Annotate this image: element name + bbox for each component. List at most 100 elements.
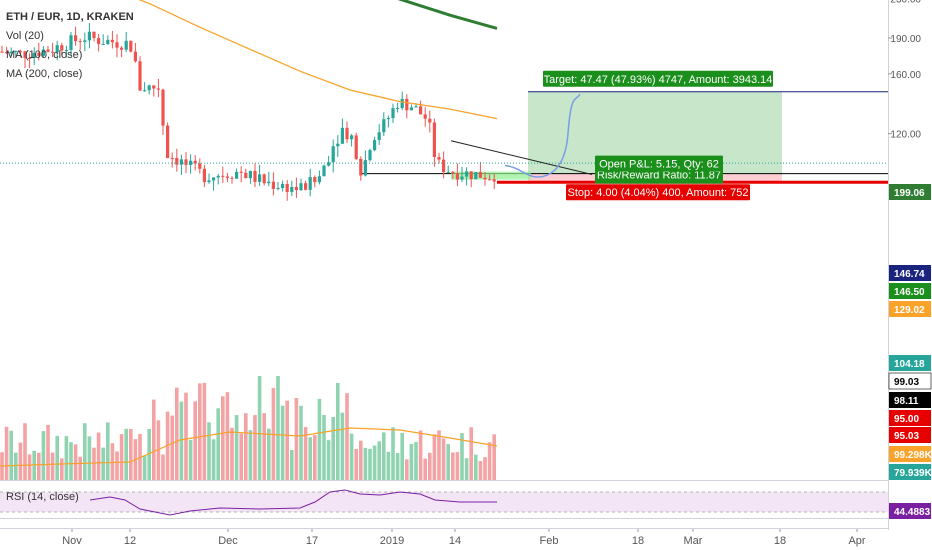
price-axis[interactable]: 400.00350.00310.00270.00230.00190.00160.… <box>888 0 932 519</box>
candle-body <box>350 135 354 140</box>
rr-label-text: Risk/Reward Ratio: 11.87 <box>597 170 721 182</box>
volume-bars <box>0 375 498 480</box>
price-badge[interactable]: 95.00 <box>889 410 931 426</box>
candle-body <box>184 159 188 165</box>
volume-bar <box>418 430 423 480</box>
volume-bar <box>308 437 312 480</box>
volume-bar <box>455 452 460 480</box>
time-axis[interactable]: Nov 12 Dec 17 2019 14 Feb 18 Mar 18 Apr <box>0 528 888 547</box>
candle-body <box>244 172 248 179</box>
ma100-indicator-label[interactable]: MA (100, close) <box>6 49 83 61</box>
stop-label-bg <box>566 184 750 201</box>
volume-bar <box>106 422 110 480</box>
symbol-label[interactable]: ETH / EUR, 1D, KRAKEN <box>6 11 134 23</box>
candle-body <box>28 57 32 59</box>
chart-legend: ETH / EUR, 1D, KRAKEN Vol (20) MA (100, … <box>6 8 134 84</box>
volume-bar <box>46 424 50 480</box>
candle-body <box>41 49 45 56</box>
volume-bar <box>60 458 64 480</box>
volume-bar <box>446 444 450 480</box>
candle-body <box>46 49 50 52</box>
open-pnl-label-text: Open P&L: 5.15, Qty: 62 <box>599 159 719 171</box>
price-badge[interactable]: 129.02 <box>889 301 931 317</box>
price-badge[interactable]: 44.4883 <box>889 503 931 519</box>
candle-body <box>474 172 478 180</box>
volume-bar <box>474 454 478 480</box>
volume-bar <box>119 434 124 480</box>
volume-bar <box>239 433 243 480</box>
time-tick-label: 12 <box>124 535 136 547</box>
price-badge[interactable]: 104.18 <box>889 355 931 371</box>
candle-body <box>391 108 395 119</box>
candlesticks <box>0 22 496 201</box>
price-badge-bg <box>889 283 931 299</box>
volume-bar <box>290 450 294 480</box>
volume-bar <box>253 415 257 480</box>
candle-body <box>423 114 427 119</box>
price-badge[interactable]: 95.03 <box>889 427 931 443</box>
price-badge[interactable]: 99.03 <box>888 372 932 390</box>
candle-body <box>304 183 308 190</box>
candle-body <box>120 47 124 50</box>
position-labels[interactable]: Target: 47.47 (47.93%) 4747, Amount: 394… <box>543 70 773 201</box>
price-badge[interactable]: 146.50 <box>889 283 931 299</box>
candle-body <box>488 179 492 181</box>
ma100-line <box>138 0 498 120</box>
candle-body <box>230 177 234 179</box>
candle-body <box>115 42 119 48</box>
price-badge-bg <box>889 427 931 443</box>
candle-body <box>336 143 340 147</box>
candle-body <box>5 51 9 54</box>
candle-body <box>465 171 469 177</box>
time-tick-label: 2019 <box>380 535 404 547</box>
candle-body <box>179 159 183 165</box>
volume-bar <box>87 436 92 480</box>
price-badge[interactable]: 199.06 <box>889 184 931 200</box>
candle-body <box>147 85 151 91</box>
volume-bar <box>147 428 151 480</box>
volume-bar <box>294 398 299 480</box>
price-badge[interactable]: 79.939K <box>889 464 932 480</box>
volume-bar <box>101 447 105 480</box>
candle-body <box>432 122 436 157</box>
volume-bar <box>244 413 248 480</box>
vol-indicator-label[interactable]: Vol (20) <box>6 30 44 42</box>
candle-body <box>262 174 266 184</box>
price-badge[interactable]: 98.11 <box>889 392 931 408</box>
candle-body <box>419 106 423 115</box>
open-pnl-label[interactable]: Open P&L: 5.15, Qty: 62 <box>595 155 723 172</box>
candle-body <box>55 45 59 53</box>
candle-body <box>368 150 372 161</box>
rsi-indicator-label[interactable]: RSI (14, close) <box>6 491 79 503</box>
price-badge-text: 44.4883 <box>894 507 931 518</box>
candle-body <box>377 132 381 141</box>
volume-bar <box>161 454 165 480</box>
volume-bar <box>423 458 427 480</box>
price-badge-bg <box>889 184 931 200</box>
candle-body <box>23 51 27 58</box>
price-tick-label: 160.00 <box>890 70 921 81</box>
price-badge[interactable]: 99.298K <box>889 446 932 462</box>
stop-label[interactable]: Stop: 4.00 (4.04%) 400, Amount: 752 <box>566 184 750 201</box>
grid <box>0 0 889 530</box>
candle-body <box>478 172 482 178</box>
price-badge-text: 99.298K <box>894 450 932 461</box>
volume-bar <box>354 448 358 480</box>
candle-body <box>442 159 446 173</box>
target-label[interactable]: Target: 47.47 (47.93%) 4747, Amount: 394… <box>543 70 773 87</box>
ma200-indicator-label[interactable]: MA (200, close) <box>6 68 83 80</box>
candle-body <box>253 170 257 182</box>
time-tick-label: Mar <box>684 535 703 547</box>
candle-body <box>129 40 133 52</box>
volume-bar <box>363 447 368 480</box>
candle-body <box>363 160 367 176</box>
candle-body <box>382 119 386 133</box>
volume-bar <box>179 401 184 480</box>
drawings[interactable] <box>450 93 593 178</box>
candle-body <box>235 171 239 179</box>
price-badge[interactable]: 146.74 <box>889 265 931 281</box>
volume-bar <box>405 459 409 480</box>
rsi-pane <box>0 489 888 516</box>
candle-body <box>271 181 275 189</box>
